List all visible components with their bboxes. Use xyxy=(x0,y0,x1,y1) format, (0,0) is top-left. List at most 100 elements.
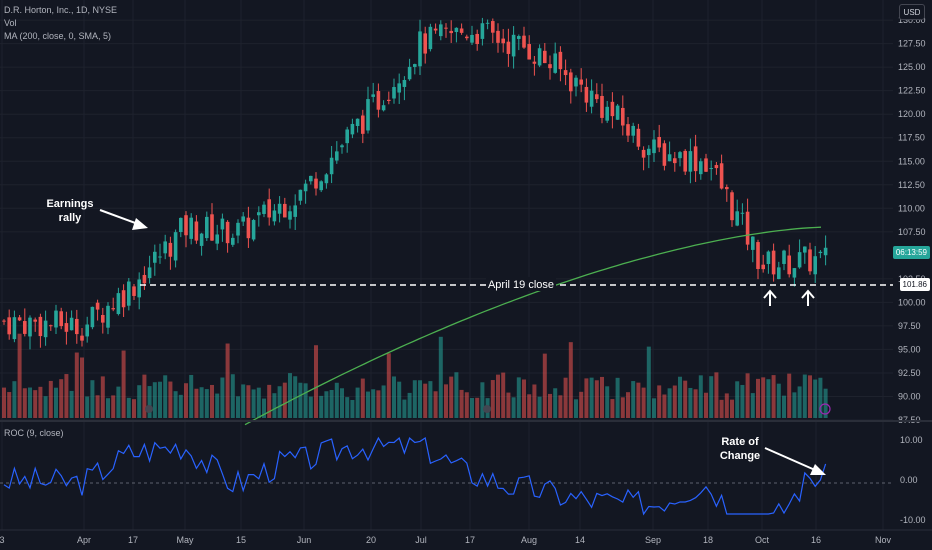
candle-body xyxy=(652,139,656,154)
candle-body xyxy=(605,106,609,121)
volume-bar xyxy=(740,384,745,418)
volume-bar xyxy=(303,383,308,418)
candle-body xyxy=(309,175,313,182)
candle-body xyxy=(272,210,277,222)
volume-bar xyxy=(704,392,708,418)
gridlines xyxy=(0,0,893,530)
volume-bar xyxy=(64,374,69,418)
volume-bar xyxy=(657,385,662,418)
volume-bar xyxy=(584,378,589,418)
volume-bar xyxy=(12,381,17,418)
candle-body xyxy=(80,335,84,341)
volume-bar xyxy=(340,388,344,418)
volume-bar xyxy=(646,346,651,418)
volume-bar xyxy=(750,393,755,418)
volume-bar xyxy=(80,357,84,418)
candle-body xyxy=(423,33,427,54)
volume-bar xyxy=(90,380,95,418)
candle-body xyxy=(392,87,396,99)
volume-bar xyxy=(355,387,360,418)
volume-bar xyxy=(782,395,786,418)
volume-bar xyxy=(501,372,506,418)
candle-body xyxy=(153,251,157,263)
roc-annotation-line1: Rate of xyxy=(721,436,759,448)
candle-body xyxy=(376,91,381,110)
volume-bar xyxy=(100,376,105,418)
candle-body xyxy=(751,236,755,250)
candle-body xyxy=(303,183,308,192)
volume-bar xyxy=(116,386,121,418)
candle-body xyxy=(7,317,11,335)
volume-bar xyxy=(298,382,303,418)
volume-bar xyxy=(667,388,672,418)
volume-bar xyxy=(314,345,318,418)
volume-bar xyxy=(756,378,760,418)
candle-body xyxy=(12,317,17,340)
candle-body xyxy=(797,252,802,268)
volume-bar xyxy=(106,398,110,418)
volume-bar xyxy=(246,385,251,418)
volume-bar xyxy=(709,376,714,418)
candle-body xyxy=(49,325,53,327)
price-tick-label: 100.00 xyxy=(898,297,926,307)
candle-body xyxy=(771,250,776,275)
candle-body xyxy=(127,281,131,306)
candle-body xyxy=(454,27,459,33)
dividend-icon[interactable] xyxy=(483,405,491,413)
candle-body xyxy=(23,321,27,334)
candle-body xyxy=(257,212,261,216)
candle-body xyxy=(199,233,204,246)
volume-bar xyxy=(537,396,542,418)
volume-bar xyxy=(522,379,526,418)
earnings-event-icon[interactable] xyxy=(819,403,831,415)
candle-body xyxy=(532,61,537,64)
candle-body xyxy=(511,34,516,57)
volume-bar xyxy=(137,385,142,418)
time-tick-label: 18 xyxy=(703,535,713,545)
candle-body xyxy=(610,101,615,117)
volume-bar xyxy=(600,376,604,418)
candle-body xyxy=(28,317,32,337)
time-tick-label: 16 xyxy=(811,535,821,545)
candle-body xyxy=(147,267,152,279)
volume-bar xyxy=(194,388,199,418)
volume-bar xyxy=(272,393,277,418)
candle-body xyxy=(459,28,464,33)
candle-body xyxy=(506,41,511,54)
candle-body xyxy=(418,31,422,67)
volume-bar xyxy=(548,393,552,418)
volume-bar xyxy=(397,381,402,418)
volume-bar xyxy=(48,380,53,418)
volume-bar xyxy=(813,379,818,418)
volume-bar xyxy=(454,372,459,418)
volume-bar xyxy=(256,387,261,418)
price-tick-label: 107.50 xyxy=(898,227,926,237)
roc-legend: ROC (9, close) xyxy=(4,428,64,438)
candle-body xyxy=(756,242,760,269)
volume-bar xyxy=(553,388,558,418)
candle-body xyxy=(428,26,433,50)
volume-bar xyxy=(532,384,537,418)
volume-bar xyxy=(579,391,584,418)
candle-body xyxy=(574,77,578,87)
candlesticks xyxy=(2,17,828,350)
dividend-icon[interactable] xyxy=(145,405,153,413)
volume-bar xyxy=(558,395,563,418)
volume-bar xyxy=(766,379,771,418)
volume-bar xyxy=(95,395,100,418)
volume-bar xyxy=(688,387,693,418)
volume-bars xyxy=(2,333,828,418)
time-tick-label: Oct xyxy=(755,535,770,545)
volume-bar xyxy=(776,383,781,418)
candle-body xyxy=(64,323,69,332)
volume-bar xyxy=(69,390,74,418)
price-tick-label: 125.00 xyxy=(898,62,926,72)
candle-body xyxy=(433,28,438,31)
currency-button[interactable]: USD xyxy=(899,4,925,20)
candle-body xyxy=(485,22,490,24)
candle-body xyxy=(361,115,365,134)
roc-tick-label: 0.00 xyxy=(900,475,918,485)
price-tick-label: 92.50 xyxy=(898,368,921,378)
candle-body xyxy=(699,161,703,175)
